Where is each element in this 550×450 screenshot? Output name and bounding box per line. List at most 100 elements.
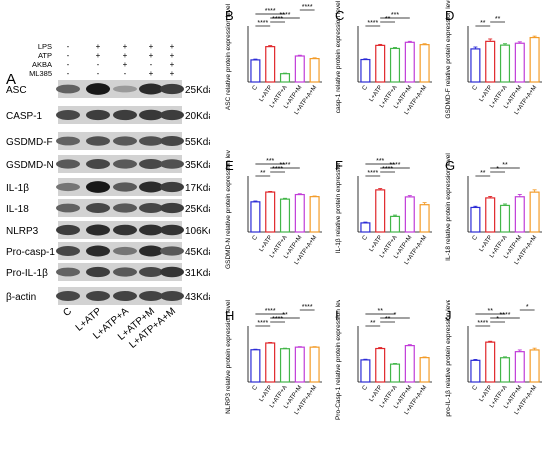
significance-label: * [496, 166, 499, 173]
band-mw: 35Kda [185, 160, 210, 171]
blot-band [160, 202, 184, 214]
band-mw: 25Kda [185, 85, 210, 96]
significance-label: ** [385, 16, 391, 23]
condition-sign: - [150, 60, 153, 69]
band-label: GSDMD-F [6, 137, 53, 148]
tick-label: L+ATP [259, 85, 274, 103]
bar [529, 349, 540, 383]
blot-band [56, 246, 80, 256]
blot-band [113, 246, 137, 256]
band-label: IL-1β [6, 183, 29, 194]
tick-label: L+ATP [479, 85, 494, 103]
bar [294, 193, 305, 233]
condition-sign: - [67, 69, 70, 78]
significance-label: **** [302, 4, 313, 11]
blot-band [56, 110, 80, 120]
blot-band [86, 159, 110, 169]
tick-label: C [472, 84, 480, 92]
blot-band [113, 290, 137, 302]
axis-label: ASC relative protein expression level [225, 3, 232, 110]
blot-band [56, 136, 80, 146]
condition-sign: - [67, 42, 70, 51]
significance-label: * [496, 316, 499, 323]
condition-sign: + [170, 60, 175, 69]
bar [309, 57, 320, 83]
tick-label: C [252, 84, 260, 92]
axis-label: IL-18 relative protein expression level [445, 153, 452, 261]
band-label: CASP-1 [6, 111, 43, 122]
significance-label: ** [480, 20, 486, 27]
panel-letter: J [445, 308, 452, 323]
panel-letter: G [445, 158, 455, 173]
band-mw: 55Kda [185, 137, 210, 148]
tick-label: L+ATP [479, 385, 494, 403]
blot-band [86, 203, 110, 213]
panel-letter: B [225, 8, 234, 23]
blot-band [160, 159, 184, 169]
bar [404, 344, 415, 383]
axis-label: Pro-Casp-1 relative protein expression l… [335, 300, 342, 420]
bar [250, 201, 261, 233]
condition-sign: + [149, 42, 154, 51]
bar [279, 73, 291, 83]
blot-band [139, 159, 163, 169]
tick-label: L+ATP [479, 235, 494, 253]
blot-band [160, 181, 184, 193]
blot-band [113, 224, 137, 236]
chart-panel-g: GIL-18 relative protein expression level… [445, 153, 542, 266]
blot-band [113, 136, 137, 146]
bar [485, 40, 496, 83]
band-label: Pro-casp-1 [6, 247, 55, 258]
bar [360, 58, 371, 83]
band-mw: 43Kda [185, 292, 210, 303]
bar [514, 196, 525, 233]
bar [389, 363, 401, 383]
blot-band [56, 267, 80, 277]
bar [389, 215, 401, 233]
blot-band [160, 266, 184, 278]
significance-label: * [394, 312, 397, 319]
significance-label: *** [391, 12, 399, 19]
band-label: NLRP3 [6, 226, 39, 237]
axis-label: pro-IL-1β relative protein expression le… [445, 300, 452, 417]
blot-band [139, 245, 163, 257]
condition-sign: + [123, 51, 128, 60]
significance-label: ** [260, 170, 266, 177]
axis-label: GSDMD-N relative protein expression leve… [225, 150, 232, 269]
significance-label: **** [367, 170, 378, 177]
chart-panel-f: FIL-1β relative protein expression C L+ATP… [335, 158, 432, 266]
tick-label: L+ATP [259, 235, 274, 253]
blot-band [86, 266, 110, 278]
blot-band [86, 83, 110, 95]
blot-band [86, 245, 110, 257]
significance-label: ** [282, 312, 288, 319]
tick-label: C [472, 384, 480, 392]
blot-band [160, 136, 184, 146]
axis-label: IL-1β relative protein expression [335, 160, 342, 253]
tick-label: C [362, 84, 370, 92]
panel-letter: F [335, 158, 343, 173]
blot-band [56, 159, 80, 169]
blot-band [86, 181, 110, 193]
condition-sign: - [67, 60, 70, 69]
bar [360, 359, 371, 383]
bar [470, 48, 481, 83]
significance-label: **** [390, 162, 401, 169]
significance-label: **** [265, 308, 276, 315]
tick-label: C [252, 384, 260, 392]
significance-label: **** [265, 8, 276, 15]
significance-label: **** [257, 20, 268, 27]
significance-label: **** [302, 304, 313, 311]
panel-letter: D [445, 8, 454, 23]
blot-band [113, 159, 137, 169]
axis-label: NLRP3 relative protein expression level [225, 300, 232, 414]
condition-sign: - [97, 60, 100, 69]
band-label: ASC [6, 85, 27, 96]
blot-band [139, 267, 163, 277]
significance-label: *** [266, 158, 274, 165]
condition-label: ML385 [29, 69, 52, 78]
